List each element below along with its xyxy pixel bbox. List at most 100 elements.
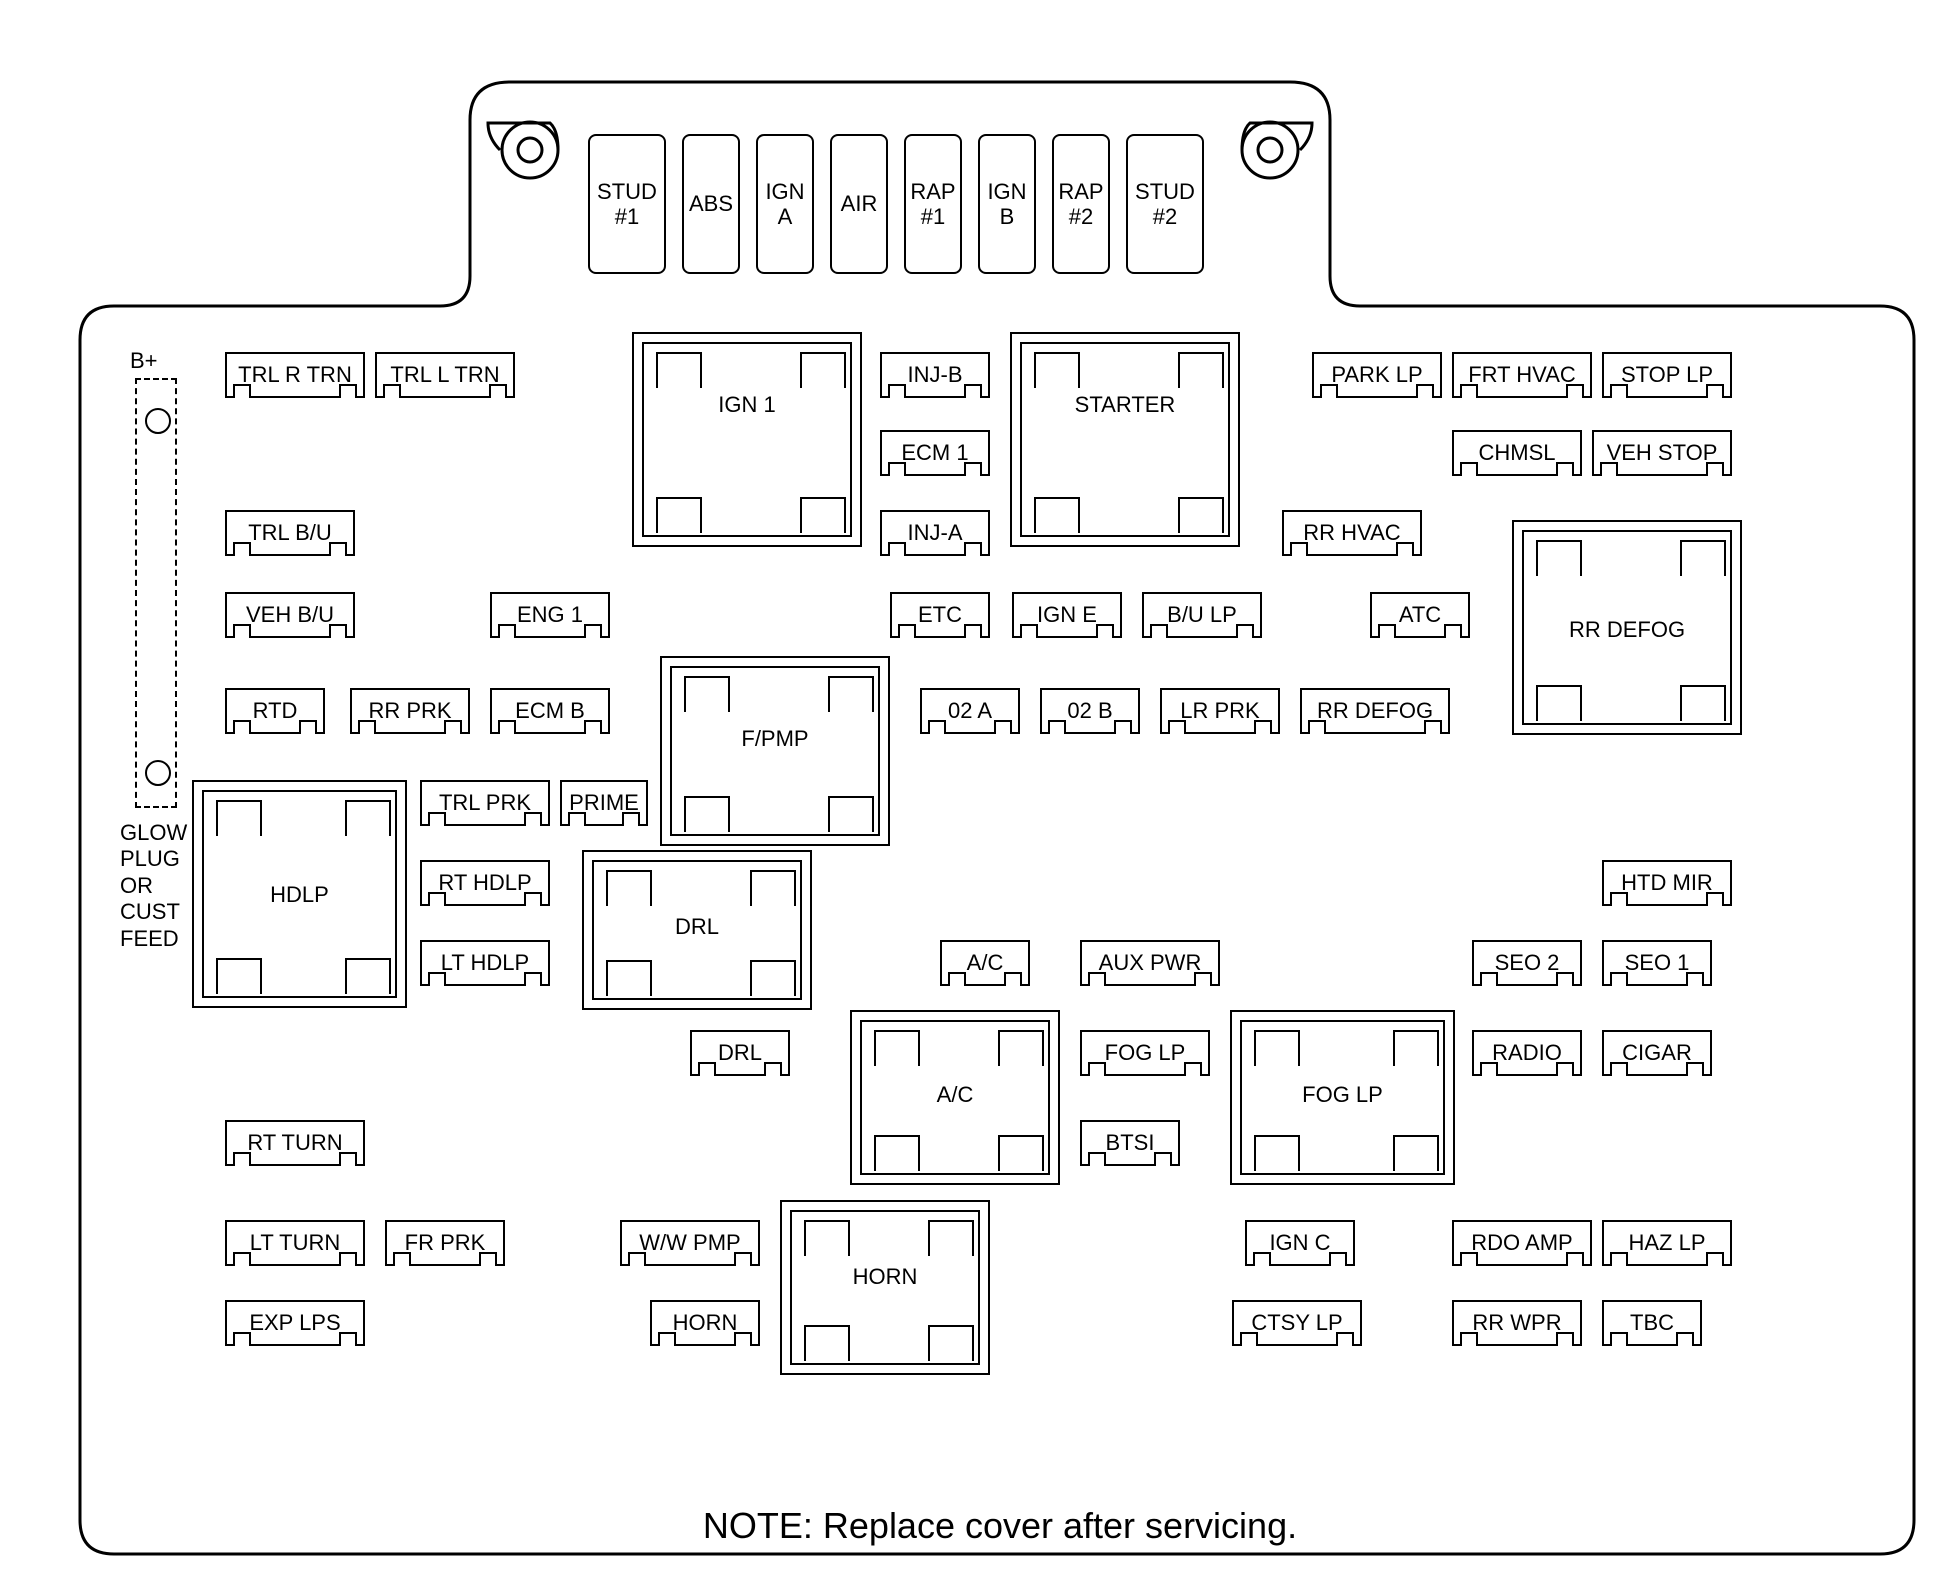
relay-socket <box>345 800 391 836</box>
fuse: FRT HVAC <box>1452 352 1592 398</box>
fuse: AUX PWR <box>1080 940 1220 986</box>
fuse: ECM 1 <box>880 430 990 476</box>
fuse: INJ-A <box>880 510 990 556</box>
relay-label: RR DEFOG <box>1514 617 1740 643</box>
fuse: 02 B <box>1040 688 1140 734</box>
relay-socket <box>1034 497 1080 533</box>
fuse: VEH STOP <box>1592 430 1732 476</box>
top-slot: RAP #1 <box>904 134 962 274</box>
fuse: W/W PMP <box>620 1220 760 1266</box>
relay-label: IGN 1 <box>634 392 860 418</box>
relay-socket <box>1680 685 1726 721</box>
fuse: B/U LP <box>1142 592 1262 638</box>
fuse: CTSY LP <box>1232 1300 1362 1346</box>
service-note: NOTE: Replace cover after servicing. <box>560 1505 1440 1547</box>
top-slot: ABS <box>682 134 740 274</box>
fuse: 02 A <box>920 688 1020 734</box>
fuse: SEO 1 <box>1602 940 1712 986</box>
fuse: TRL L TRN <box>375 352 515 398</box>
fuse: A/C <box>940 940 1030 986</box>
relay: RR DEFOG <box>1512 520 1742 735</box>
relay-socket <box>800 352 846 388</box>
top-slot: RAP #2 <box>1052 134 1110 274</box>
fuse: TBC <box>1602 1300 1702 1346</box>
fuse: RADIO <box>1472 1030 1582 1076</box>
fuse: IGN C <box>1245 1220 1355 1266</box>
relay-socket <box>1178 497 1224 533</box>
fuse: PARK LP <box>1312 352 1442 398</box>
relay-label: F/PMP <box>662 726 888 752</box>
relay-label: STARTER <box>1012 392 1238 418</box>
relay-socket <box>828 676 874 712</box>
relay-socket <box>928 1220 974 1256</box>
relay: HDLP <box>192 780 407 1008</box>
fuse: DRL <box>690 1030 790 1076</box>
relay: F/PMP <box>660 656 890 846</box>
relay-socket <box>1178 352 1224 388</box>
relay-socket <box>998 1135 1044 1171</box>
relay-label: A/C <box>852 1082 1058 1108</box>
relay-socket <box>804 1325 850 1361</box>
relay-socket <box>656 497 702 533</box>
fuse-box-diagram: B+ GLOW PLUG OR CUST FEED NOTE: Replace … <box>20 20 1954 1574</box>
relay: STARTER <box>1010 332 1240 547</box>
relay-label: HDLP <box>194 882 405 908</box>
fuse: STOP LP <box>1602 352 1732 398</box>
relay: HORN <box>780 1200 990 1375</box>
relay-label: HORN <box>782 1264 988 1290</box>
relay-socket <box>828 796 874 832</box>
relay: DRL <box>582 850 812 1010</box>
relay-socket <box>216 800 262 836</box>
fuse: ATC <box>1370 592 1470 638</box>
fuse: PRIME <box>560 780 648 826</box>
fuse: ENG 1 <box>490 592 610 638</box>
fuse: RT TURN <box>225 1120 365 1166</box>
relay-label: DRL <box>584 914 810 940</box>
fuse: HORN <box>650 1300 760 1346</box>
fuse: BTSI <box>1080 1120 1180 1166</box>
fuse: LR PRK <box>1160 688 1280 734</box>
fuse: RR DEFOG <box>1300 688 1450 734</box>
relay: FOG LP <box>1230 1010 1455 1185</box>
relay-socket <box>656 352 702 388</box>
relay-socket <box>804 1220 850 1256</box>
fuse: HTD MIR <box>1602 860 1732 906</box>
fuse: TRL PRK <box>420 780 550 826</box>
relay: IGN 1 <box>632 332 862 547</box>
top-slot: STUD #1 <box>588 134 666 274</box>
relay-socket <box>216 958 262 994</box>
relay-socket <box>1393 1030 1439 1066</box>
relay-socket <box>998 1030 1044 1066</box>
fuse: RT HDLP <box>420 860 550 906</box>
fuse: IGN E <box>1012 592 1122 638</box>
fuse: SEO 2 <box>1472 940 1582 986</box>
fuse: INJ-B <box>880 352 990 398</box>
relay-socket <box>606 960 652 996</box>
relay-socket <box>345 958 391 994</box>
relay-socket <box>928 1325 974 1361</box>
relay-socket <box>606 870 652 906</box>
fuse: RTD <box>225 688 325 734</box>
relay-label: FOG LP <box>1232 1082 1453 1108</box>
top-slot: IGN A <box>756 134 814 274</box>
top-slot: IGN B <box>978 134 1036 274</box>
relay-socket <box>1034 352 1080 388</box>
relay-socket <box>1536 685 1582 721</box>
fuse: ECM B <box>490 688 610 734</box>
fuse: RR PRK <box>350 688 470 734</box>
relay-socket <box>1536 540 1582 576</box>
relay-socket <box>1393 1135 1439 1171</box>
fuse: HAZ LP <box>1602 1220 1732 1266</box>
top-slot: AIR <box>830 134 888 274</box>
relay: A/C <box>850 1010 1060 1185</box>
fuse: CIGAR <box>1602 1030 1712 1076</box>
glow-plug-label: GLOW PLUG OR CUST FEED <box>120 820 187 952</box>
fuse: TRL B/U <box>225 510 355 556</box>
relay-socket <box>1254 1030 1300 1066</box>
relay-socket <box>1680 540 1726 576</box>
relay-socket <box>874 1030 920 1066</box>
relay-socket <box>684 676 730 712</box>
fuse: LT TURN <box>225 1220 365 1266</box>
fuse: TRL R TRN <box>225 352 365 398</box>
fuse: RR HVAC <box>1282 510 1422 556</box>
